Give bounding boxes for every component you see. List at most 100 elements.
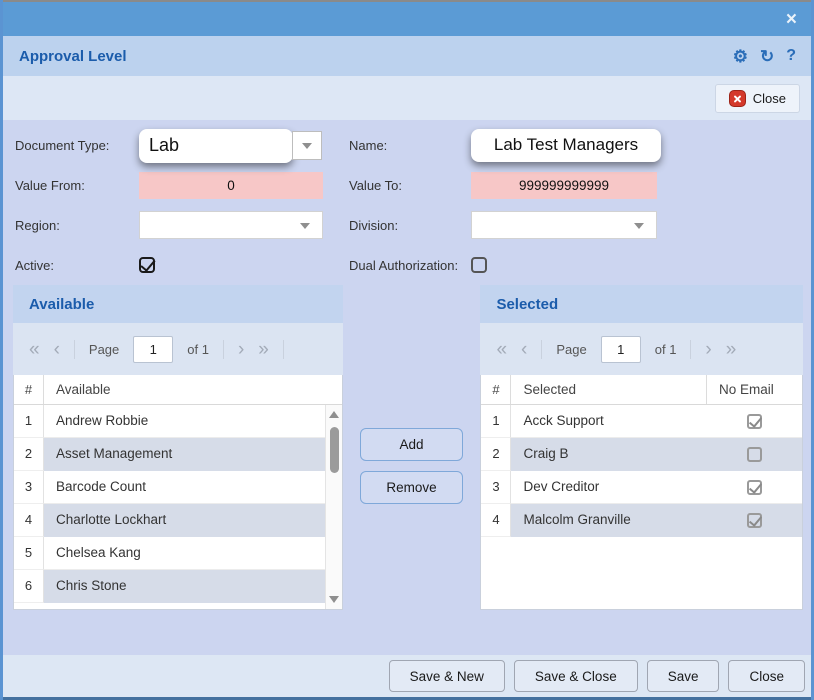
selected-panel-header: Selected — [480, 285, 803, 323]
close-footer-button[interactable]: Close — [728, 660, 805, 692]
first-page-icon[interactable]: « — [29, 338, 40, 360]
no-email-checkbox[interactable] — [746, 446, 762, 462]
table-row[interactable]: 2 Asset Management — [14, 438, 342, 471]
division-dropdown[interactable] — [471, 211, 657, 240]
table-row[interactable]: 3 Barcode Count — [14, 471, 342, 504]
available-pagination: « ‹ Page of 1 › » — [13, 323, 343, 375]
region-label: Region: — [15, 217, 60, 233]
column-header-no-email: No Email — [706, 375, 802, 404]
window-top-edge — [3, 0, 811, 2]
pager-separator — [282, 339, 284, 359]
value-to-field[interactable] — [471, 172, 657, 200]
chevron-down-icon — [300, 223, 310, 230]
available-table-body: 1 Andrew Robbie 2 Asset Management 3 Bar… — [14, 405, 342, 609]
approval-form: Document Type: Lab Name: Lab Test Manage… — [3, 120, 811, 285]
row-label: Chelsea Kang — [44, 537, 325, 570]
action-toolbar: Close — [3, 76, 811, 120]
row-number: 3 — [481, 471, 512, 504]
page-count-label: of 1 — [187, 341, 209, 357]
remove-button[interactable]: Remove — [359, 471, 463, 504]
table-row[interactable]: 1 Andrew Robbie — [14, 405, 342, 438]
row-number: 2 — [14, 438, 44, 471]
page-count-label: of 1 — [654, 341, 677, 357]
value-from-label: Value From: — [15, 178, 85, 194]
row-number: 4 — [14, 504, 44, 537]
document-type-combobox[interactable]: Lab — [139, 128, 323, 163]
scroll-up-icon[interactable] — [328, 411, 339, 418]
chevron-down-icon — [634, 223, 644, 230]
document-type-label: Document Type: — [15, 138, 110, 154]
pager-separator — [73, 339, 75, 359]
page-number-input[interactable] — [600, 335, 641, 363]
next-page-icon[interactable]: › — [237, 338, 245, 360]
save-and-new-button[interactable]: Save & New — [388, 660, 505, 692]
row-label: Barcode Count — [44, 471, 325, 504]
division-label: Division: — [349, 217, 399, 233]
column-header-available: Available — [56, 382, 111, 397]
value-from-field[interactable] — [139, 172, 323, 200]
gear-icon[interactable]: ⚙ — [732, 46, 748, 66]
dual-authorization-label: Dual Authorization: — [349, 257, 459, 273]
table-row[interactable]: 5 Chelsea Kang — [14, 537, 342, 570]
scrollbar-thumb[interactable] — [329, 427, 339, 473]
prev-page-icon[interactable]: ‹ — [521, 338, 528, 360]
row-label: Chris Stone — [44, 570, 325, 603]
row-number: 3 — [14, 471, 44, 504]
no-email-checkbox[interactable] — [746, 413, 762, 429]
document-type-dropdown-button[interactable] — [292, 131, 322, 161]
table-row[interactable]: 4 Malcolm Granville — [481, 504, 802, 537]
name-label: Name: — [349, 138, 388, 154]
vertical-scrollbar[interactable] — [324, 405, 342, 609]
row-label: Dev Creditor — [511, 471, 706, 504]
selected-panel: Selected « ‹ Page of 1 › » # Selected No… — [480, 285, 803, 610]
close-button[interactable]: Close — [714, 83, 800, 113]
close-button-label: Close — [752, 90, 786, 106]
refresh-icon[interactable]: ↻ — [759, 46, 775, 66]
transfer-panels: Available « ‹ Page of 1 › » # Available — [3, 285, 811, 610]
region-dropdown[interactable] — [139, 211, 323, 240]
save-and-close-button[interactable]: Save & Close — [513, 660, 638, 692]
scroll-down-icon[interactable] — [328, 596, 339, 603]
pager-separator — [690, 339, 692, 359]
name-field[interactable]: Lab Test Managers — [471, 129, 661, 163]
no-email-checkbox[interactable] — [746, 479, 762, 495]
first-page-icon[interactable]: « — [496, 338, 508, 360]
page-number-input[interactable] — [133, 335, 174, 363]
row-number: 2 — [481, 438, 512, 471]
dialog-footer: Save & New Save & Close Save Close — [3, 655, 811, 697]
next-page-icon[interactable]: › — [705, 338, 712, 360]
last-page-icon[interactable]: » — [725, 338, 737, 360]
help-icon[interactable]: ? — [786, 47, 796, 64]
row-label: Acck Support — [511, 405, 706, 438]
row-label: Craig B — [511, 438, 706, 471]
row-number: 1 — [481, 405, 512, 438]
add-button[interactable]: Add — [359, 428, 463, 461]
prev-page-icon[interactable]: ‹ — [53, 338, 60, 360]
row-label: Charlotte Lockhart — [44, 504, 325, 537]
table-row[interactable]: 4 Charlotte Lockhart — [14, 504, 342, 537]
transfer-buttons: Add Remove — [343, 285, 481, 610]
last-page-icon[interactable]: » — [258, 338, 269, 360]
dialog-header: Approval Level ⚙ ↻ ? — [3, 36, 811, 76]
available-table: # Available 1 Andrew Robbie 2 Asset Mana… — [13, 375, 343, 610]
row-number: 5 — [14, 537, 44, 570]
save-button[interactable]: Save — [646, 660, 720, 692]
available-panel-title: Available — [29, 295, 95, 313]
page-label: Page — [556, 341, 587, 357]
document-type-value[interactable]: Lab — [139, 128, 293, 163]
table-row[interactable]: 3 Dev Creditor — [481, 471, 802, 504]
table-row[interactable]: 1 Acck Support — [481, 405, 802, 438]
dialog-titlebar: × — [3, 2, 811, 36]
no-email-checkbox[interactable] — [746, 512, 762, 528]
close-icon[interactable]: × — [785, 8, 797, 30]
active-checkbox[interactable] — [139, 256, 155, 273]
table-row[interactable]: 2 Craig B — [481, 438, 802, 471]
dual-authorization-checkbox[interactable] — [471, 256, 487, 273]
column-header-selected: Selected — [523, 382, 576, 397]
selected-panel-title: Selected — [496, 295, 559, 313]
chevron-down-icon — [302, 142, 312, 149]
table-row[interactable]: 6 Chris Stone — [14, 570, 342, 603]
value-to-label: Value To: — [349, 178, 403, 194]
selected-table: # Selected No Email 1 Acck Support 2 Cra… — [480, 375, 803, 610]
